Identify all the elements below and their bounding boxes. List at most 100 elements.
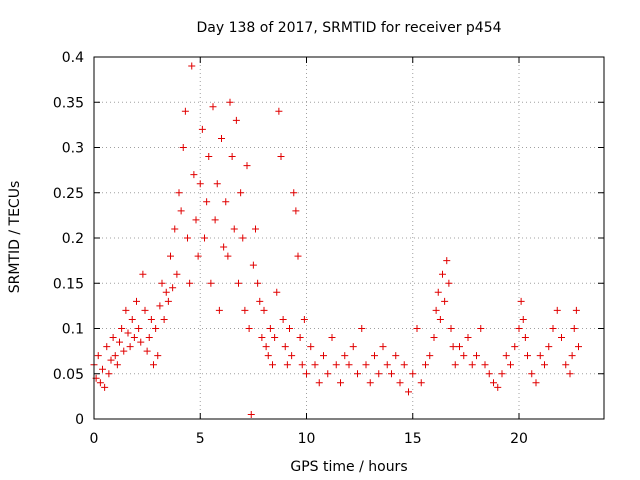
data-point	[532, 379, 540, 387]
data-points	[90, 62, 582, 418]
data-point	[283, 361, 291, 369]
data-point	[494, 383, 502, 391]
data-point	[515, 325, 523, 332]
x-tick-label: 15	[404, 431, 422, 447]
data-point	[171, 225, 179, 233]
data-point	[122, 306, 130, 314]
data-point	[443, 257, 451, 265]
data-point	[456, 343, 463, 351]
data-point	[111, 352, 119, 360]
data-point	[133, 297, 140, 305]
data-point	[196, 180, 204, 188]
data-point	[558, 334, 565, 342]
data-point	[460, 352, 468, 360]
data-point	[207, 279, 215, 287]
axis-ticks: 0 0.05 0.1 0.15 0.2 0.25 0.3 0.35 0.4 0 5 10 15 20	[53, 50, 604, 447]
data-point	[409, 370, 417, 378]
data-point	[275, 107, 283, 115]
data-point	[332, 361, 340, 369]
data-point	[252, 225, 259, 233]
data-point	[154, 352, 162, 360]
data-point	[328, 334, 336, 342]
data-point	[541, 361, 548, 369]
data-point	[298, 361, 306, 369]
y-tick-label: 0.25	[53, 186, 84, 202]
data-point	[150, 361, 157, 369]
data-point	[358, 325, 366, 332]
data-point	[292, 207, 300, 215]
data-point	[279, 315, 287, 323]
data-point	[247, 410, 255, 418]
x-tick-label: 20	[510, 431, 528, 447]
data-point	[245, 325, 253, 332]
data-point	[383, 361, 391, 369]
data-point	[160, 315, 168, 323]
data-point	[341, 352, 349, 360]
data-point	[445, 279, 453, 287]
data-point	[266, 325, 274, 332]
data-point	[436, 315, 444, 323]
data-point	[135, 325, 143, 332]
y-tick-label: 0	[75, 412, 84, 428]
data-point	[190, 171, 198, 179]
y-tick-label: 0.15	[53, 276, 84, 292]
data-point	[232, 116, 240, 124]
data-point	[277, 153, 285, 161]
data-point	[228, 153, 236, 161]
data-point	[107, 356, 115, 364]
data-point	[536, 352, 544, 360]
data-point	[449, 343, 457, 351]
data-point	[553, 306, 561, 314]
data-point	[205, 153, 213, 161]
data-point	[441, 297, 449, 305]
data-point	[103, 343, 111, 351]
data-point	[502, 352, 510, 360]
data-point	[570, 325, 578, 332]
data-point	[128, 315, 136, 323]
y-axis-label: SRMTID / TECUs	[7, 181, 23, 294]
data-point	[519, 315, 527, 323]
data-point	[572, 306, 580, 314]
data-point	[345, 361, 353, 369]
data-point	[260, 306, 268, 314]
data-point	[481, 361, 489, 369]
data-point	[354, 370, 361, 378]
data-point	[249, 261, 257, 269]
data-point	[286, 325, 293, 332]
data-point	[337, 379, 344, 387]
data-point	[152, 325, 160, 332]
data-point	[562, 361, 570, 369]
data-point	[198, 125, 206, 133]
plot-frame	[93, 56, 605, 420]
data-point	[130, 334, 138, 342]
data-point	[273, 288, 281, 296]
y-tick-label: 0.1	[62, 322, 84, 338]
data-point	[167, 252, 174, 260]
data-point	[126, 343, 134, 351]
y-tick-label: 0.2	[62, 231, 84, 247]
data-point	[113, 361, 121, 369]
data-point	[177, 207, 185, 215]
data-point	[109, 334, 117, 342]
data-point	[188, 62, 196, 70]
data-point	[400, 361, 408, 369]
data-point	[230, 225, 238, 233]
data-point	[235, 279, 242, 287]
data-point	[156, 302, 164, 310]
data-point	[451, 361, 459, 369]
data-point	[439, 270, 446, 278]
data-point	[528, 370, 536, 378]
data-point	[194, 252, 202, 260]
data-point	[215, 306, 223, 314]
data-point	[566, 370, 574, 378]
data-point	[222, 198, 230, 206]
data-point	[507, 361, 514, 369]
data-point	[118, 325, 126, 332]
data-point	[218, 134, 225, 142]
y-tick-label: 0.05	[53, 367, 84, 383]
y-tick-label: 0.35	[53, 95, 84, 111]
data-point	[426, 352, 434, 360]
x-tick-label: 10	[298, 431, 316, 447]
data-point	[524, 352, 531, 360]
data-point	[362, 361, 370, 369]
